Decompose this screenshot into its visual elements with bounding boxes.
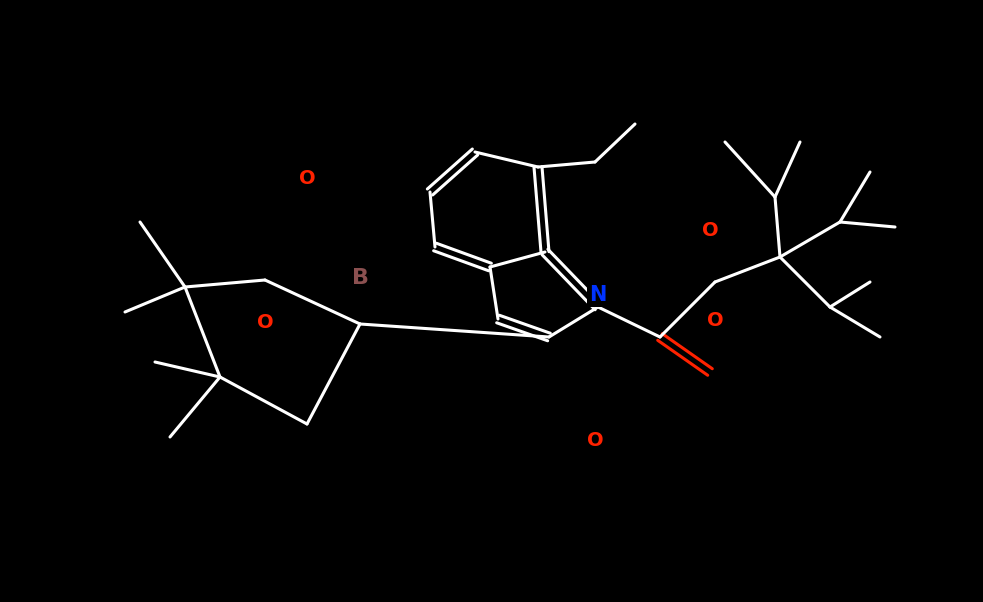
Text: O: O [702, 220, 719, 240]
Text: O: O [587, 430, 604, 450]
Text: B: B [352, 268, 369, 288]
Text: O: O [707, 311, 723, 329]
Text: O: O [257, 312, 273, 332]
Text: O: O [299, 169, 316, 187]
Text: N: N [590, 285, 607, 305]
